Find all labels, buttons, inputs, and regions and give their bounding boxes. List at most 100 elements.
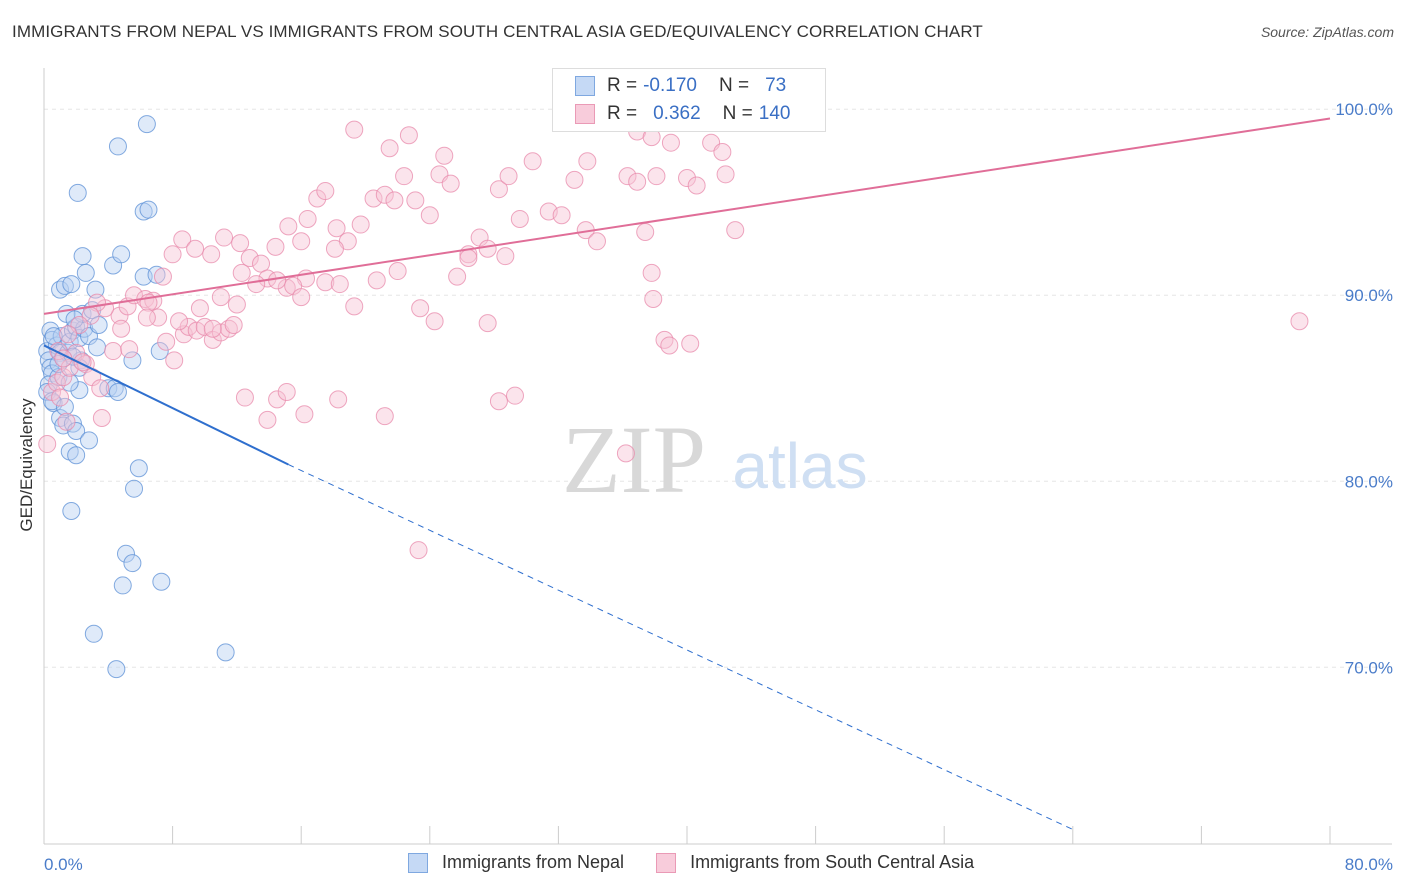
point-south-central-asia bbox=[364, 189, 383, 208]
point-south-central-asia bbox=[92, 409, 111, 428]
point-south-central-asia bbox=[277, 278, 296, 297]
point-south-central-asia bbox=[425, 312, 444, 331]
point-south-central-asia bbox=[380, 139, 399, 158]
point-nepal bbox=[129, 459, 148, 478]
point-south-central-asia bbox=[202, 245, 221, 264]
point-south-central-asia bbox=[112, 319, 131, 338]
point-nepal bbox=[137, 115, 156, 134]
series-legend-nepal[interactable]: Immigrants from Nepal bbox=[408, 852, 624, 873]
trend-line-south-central-asia bbox=[43, 117, 1331, 315]
legend-n-value-sca: 140 bbox=[758, 103, 791, 124]
data-points bbox=[38, 100, 1309, 679]
point-south-central-asia bbox=[1290, 312, 1309, 331]
point-south-central-asia bbox=[38, 435, 57, 454]
point-south-central-asia bbox=[448, 267, 467, 286]
point-south-central-asia bbox=[227, 295, 246, 314]
trend-lines bbox=[43, 117, 1331, 832]
point-south-central-asia bbox=[232, 263, 251, 282]
point-south-central-asia bbox=[713, 142, 732, 161]
point-south-central-asia bbox=[367, 271, 386, 290]
point-south-central-asia bbox=[137, 308, 156, 327]
point-south-central-asia bbox=[292, 288, 311, 307]
point-nepal bbox=[123, 554, 142, 573]
point-nepal bbox=[55, 276, 74, 295]
point-nepal bbox=[68, 183, 87, 202]
trend-line-nepal bbox=[43, 344, 289, 466]
point-south-central-asia bbox=[660, 336, 679, 355]
point-south-central-asia bbox=[345, 297, 364, 316]
point-south-central-asia bbox=[406, 191, 425, 210]
point-south-central-asia bbox=[385, 191, 404, 210]
point-south-central-asia bbox=[258, 410, 277, 429]
point-nepal bbox=[51, 280, 70, 299]
tick-labels: 70.0% 80.0% 90.0% 100.0% 0.0% 80.0% bbox=[44, 100, 1393, 874]
point-south-central-asia bbox=[642, 263, 661, 282]
point-nepal bbox=[123, 351, 142, 370]
point-south-central-asia bbox=[375, 185, 394, 204]
legend-n-label: N = bbox=[722, 103, 753, 124]
point-nepal bbox=[150, 342, 169, 361]
point-nepal bbox=[84, 624, 103, 643]
point-south-central-asia bbox=[219, 319, 238, 338]
point-south-central-asia bbox=[316, 182, 335, 201]
point-south-central-asia bbox=[478, 314, 497, 333]
point-south-central-asia bbox=[240, 249, 259, 268]
point-nepal bbox=[139, 200, 158, 219]
legend-swatch-nepal bbox=[575, 76, 595, 96]
point-south-central-asia bbox=[552, 206, 571, 225]
legend-row-nepal: R = -0.170 N = 73 bbox=[575, 73, 808, 99]
point-south-central-asia bbox=[163, 245, 182, 264]
correlation-legend: R = -0.170 N = 73 R = 0.362 N = 140 bbox=[552, 68, 826, 132]
legend-n-label: N = bbox=[718, 75, 750, 96]
point-south-central-asia bbox=[268, 390, 287, 409]
point-nepal bbox=[41, 321, 60, 340]
point-south-central-asia bbox=[54, 368, 73, 387]
point-nepal bbox=[62, 275, 81, 294]
legend-swatch-sca bbox=[575, 104, 595, 124]
point-south-central-asia bbox=[157, 332, 176, 351]
point-nepal bbox=[108, 137, 127, 156]
point-nepal bbox=[108, 382, 127, 401]
point-nepal bbox=[67, 446, 86, 465]
point-south-central-asia bbox=[215, 228, 234, 247]
point-nepal bbox=[76, 263, 95, 282]
point-south-central-asia bbox=[587, 232, 606, 251]
point-south-central-asia bbox=[295, 405, 314, 424]
point-nepal bbox=[80, 431, 99, 450]
axes bbox=[43, 68, 1392, 845]
x-tick-label: 0.0% bbox=[44, 855, 83, 874]
point-south-central-asia bbox=[375, 407, 394, 426]
point-nepal bbox=[55, 397, 74, 416]
point-south-central-asia bbox=[655, 330, 674, 349]
point-south-central-asia bbox=[388, 262, 407, 281]
point-south-central-asia bbox=[292, 232, 311, 251]
grid-lines bbox=[44, 108, 1392, 668]
point-south-central-asia bbox=[327, 219, 346, 238]
point-nepal bbox=[112, 245, 131, 264]
point-south-central-asia bbox=[616, 444, 635, 463]
point-south-central-asia bbox=[565, 170, 584, 189]
point-south-central-asia bbox=[441, 174, 460, 193]
series-swatch-nepal bbox=[408, 852, 428, 873]
point-south-central-asia bbox=[628, 172, 647, 191]
point-south-central-asia bbox=[459, 249, 478, 268]
legend-row-sca: R = 0.362 N = 140 bbox=[575, 101, 812, 127]
point-south-central-asia bbox=[186, 239, 205, 258]
point-south-central-asia bbox=[252, 254, 271, 273]
point-south-central-asia bbox=[298, 209, 317, 228]
series-legend-sca[interactable]: Immigrants from South Central Asia bbox=[656, 852, 974, 873]
point-south-central-asia bbox=[726, 221, 745, 240]
point-south-central-asia bbox=[59, 325, 78, 344]
legend-r-label: R = bbox=[607, 75, 638, 96]
point-nepal bbox=[147, 265, 166, 284]
point-nepal bbox=[73, 247, 92, 266]
point-nepal bbox=[113, 576, 132, 595]
point-south-central-asia bbox=[153, 267, 172, 286]
point-south-central-asia bbox=[578, 152, 597, 171]
point-south-central-asia bbox=[716, 165, 735, 184]
series-swatch-sca bbox=[656, 852, 677, 873]
point-south-central-asia bbox=[104, 342, 123, 361]
point-nepal bbox=[107, 660, 126, 679]
legend-n-value-nepal: 73 bbox=[765, 75, 787, 96]
